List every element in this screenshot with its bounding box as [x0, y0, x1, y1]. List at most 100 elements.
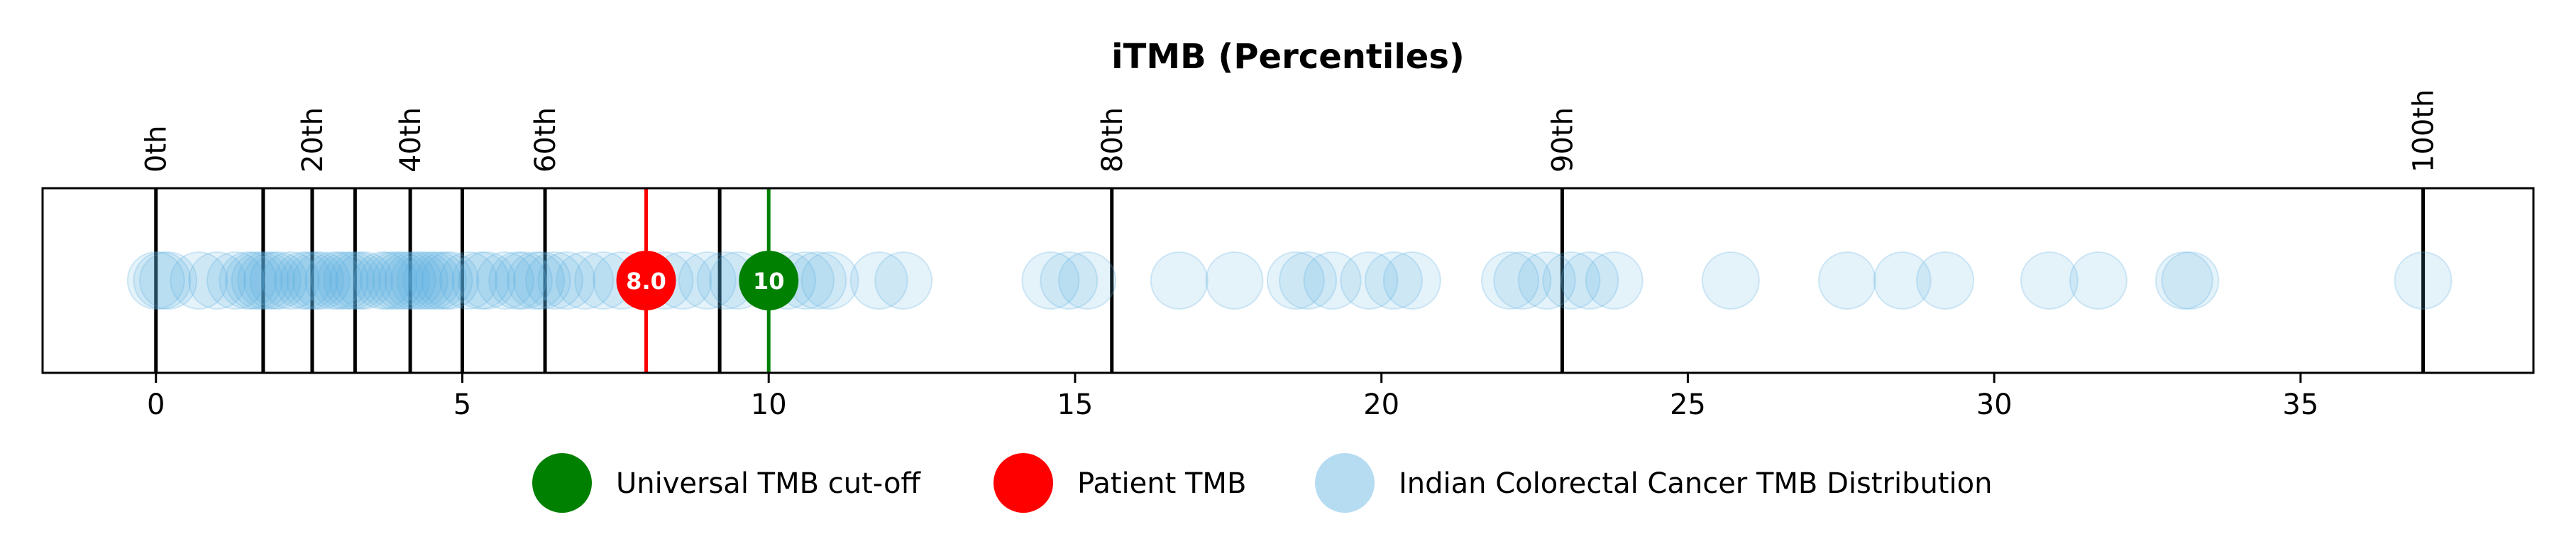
distribution-point — [273, 251, 332, 310]
distribution-point — [2154, 251, 2213, 310]
distribution-point — [2020, 251, 2079, 310]
plot-frame — [41, 187, 2535, 374]
x-tick-label: 0 — [147, 388, 165, 421]
distribution-point — [524, 251, 583, 310]
distribution-point — [126, 251, 185, 310]
percentile-label: 20th — [297, 107, 329, 173]
distribution-point — [188, 251, 247, 310]
distribution-point — [323, 251, 382, 310]
distribution-point — [1382, 251, 1441, 310]
distribution-point — [475, 251, 534, 310]
percentile-label: 40th — [395, 107, 427, 173]
legend-label: Patient TMB — [1077, 467, 1246, 500]
distribution-point — [139, 251, 198, 310]
marker-circle — [739, 251, 799, 310]
distribution-point — [286, 251, 345, 310]
percentile-label: 60th — [529, 107, 562, 173]
legend-marker — [1315, 453, 1375, 513]
x-tick-label: 5 — [453, 388, 471, 421]
distribution-point — [390, 251, 449, 310]
distribution-point — [451, 251, 510, 310]
marker-circle — [616, 251, 676, 310]
distribution-point — [1873, 251, 1932, 310]
distribution-point — [1303, 251, 1362, 310]
distribution-point — [243, 251, 302, 310]
distribution-point — [2161, 251, 2220, 310]
distribution-point — [1279, 251, 1338, 310]
distribution-point — [537, 251, 596, 310]
distribution-point — [1364, 251, 1423, 310]
distribution-point — [488, 251, 547, 310]
distribution-point — [1481, 251, 1540, 310]
x-tick-label: 15 — [1057, 388, 1093, 421]
distribution-point — [359, 251, 418, 310]
distribution-point — [249, 251, 308, 310]
distribution-point — [384, 251, 443, 310]
distribution-point — [1150, 251, 1209, 310]
distribution-point — [1517, 251, 1576, 310]
distribution-point — [329, 251, 387, 310]
distribution-point — [421, 251, 480, 310]
distribution-point — [408, 251, 467, 310]
markers-layer: 108.0 — [616, 188, 799, 373]
distribution-point — [1585, 251, 1644, 310]
distribution-point — [224, 251, 283, 310]
distribution-point — [206, 251, 265, 310]
marker-label: 10 — [753, 268, 785, 295]
percentile-label: 90th — [1546, 107, 1579, 173]
x-tick-label: 35 — [2282, 388, 2318, 421]
distribution-point — [261, 251, 320, 310]
distribution-point — [1058, 251, 1117, 310]
distribution-point — [849, 251, 908, 310]
distribution-point — [1493, 251, 1552, 310]
distribution-point — [1561, 251, 1619, 310]
distribution-point — [372, 251, 431, 310]
distribution-point — [1701, 251, 1760, 310]
distribution-point — [353, 251, 412, 310]
distribution-point — [414, 251, 473, 310]
distribution-point — [396, 251, 455, 310]
distribution-point — [317, 251, 375, 310]
distribution-point — [1340, 251, 1399, 310]
distribution-point — [507, 251, 566, 310]
distribution-point — [2069, 251, 2128, 310]
x-tick-label: 30 — [1976, 388, 2013, 421]
chart-title: iTMB (Percentiles) — [1111, 37, 1465, 77]
x-tick-label: 25 — [1670, 388, 1706, 421]
distribution-point — [1266, 251, 1325, 310]
distribution-point — [133, 251, 192, 310]
distribution-points-layer — [126, 251, 2453, 310]
percentile-label: 100th — [2408, 89, 2440, 173]
distribution-point — [556, 251, 615, 310]
distribution-point — [874, 251, 933, 310]
x-tick-label: 10 — [751, 388, 787, 421]
distribution-point — [335, 251, 394, 310]
distribution-point — [1021, 251, 1080, 310]
distribution-point — [292, 251, 351, 310]
percentile-label: 80th — [1096, 107, 1129, 173]
distribution-point — [1817, 251, 1876, 310]
distribution-point — [304, 251, 363, 310]
percentile-lines-layer: 0th 20th 40th 60th 80th 90th 100th — [141, 89, 2440, 373]
distribution-point — [280, 251, 338, 310]
distribution-point — [219, 251, 277, 310]
distribution-point — [1040, 251, 1099, 310]
x-axis-ticks-layer: 0 5 10 15 20 25 30 35 — [147, 373, 2318, 421]
distribution-point — [494, 251, 553, 310]
distribution-point — [365, 251, 424, 310]
x-tick-label: 20 — [1363, 388, 1399, 421]
distribution-point — [231, 251, 290, 310]
distribution-point — [310, 251, 369, 310]
legend-marker — [532, 453, 592, 513]
distribution-point — [512, 251, 571, 310]
distribution-point — [2394, 251, 2453, 310]
distribution-point — [170, 251, 229, 310]
legend: Universal TMB cut-off Patient TMB Indian C… — [532, 453, 1992, 513]
distribution-point — [458, 251, 517, 310]
distribution-point — [237, 251, 296, 310]
distribution-point — [1916, 251, 1975, 310]
marker-label: 8.0 — [626, 268, 666, 295]
distribution-point — [678, 251, 737, 310]
